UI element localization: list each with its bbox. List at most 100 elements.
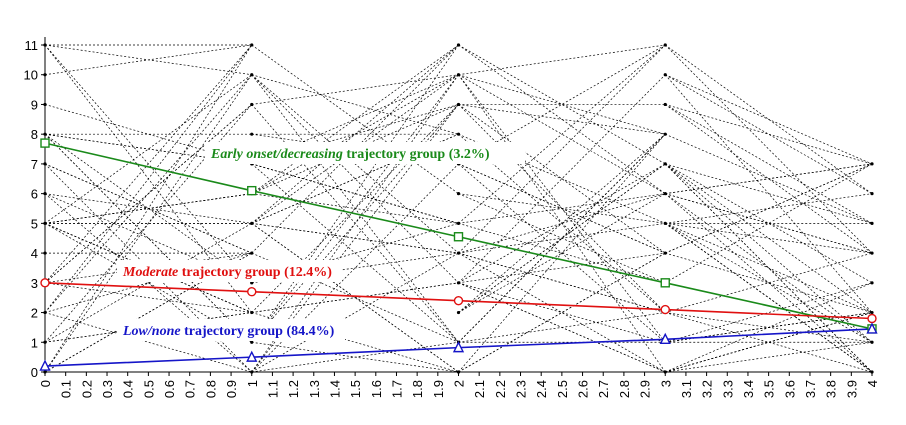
observed-point: [870, 162, 874, 166]
y-tick-label: 7: [31, 157, 38, 172]
observed-trajectory-segment: [251, 44, 459, 254]
y-tick-label: 3: [31, 276, 38, 291]
x-tick-label: 0: [38, 380, 53, 387]
observed-trajectory-segment: [458, 133, 666, 343]
x-tick-label: 2.9: [638, 380, 653, 398]
observed-point: [663, 221, 667, 225]
observed-trajectory-segment: [458, 44, 666, 224]
observed-trajectory-segment: [458, 252, 666, 313]
observed-trajectory-segment: [665, 193, 873, 254]
x-tick-label: 3.2: [700, 380, 715, 398]
x-tick-label: 2.1: [472, 380, 487, 398]
trajectory-marker: [40, 278, 50, 288]
trajectory-marker: [40, 138, 50, 148]
observed-trajectory-segment: [458, 252, 666, 284]
trajectory-marker: [866, 322, 878, 334]
trajectory-marker: [660, 278, 670, 288]
observed-trajectory-segment: [251, 341, 459, 373]
observed-point: [456, 102, 461, 107]
y-tick-label: 9: [31, 97, 38, 112]
x-tick-label: 3.6: [782, 380, 797, 398]
observed-point: [250, 132, 254, 136]
observed-point: [663, 73, 667, 77]
observed-trajectory-segment: [665, 223, 873, 254]
observed-trajectory-segment: [665, 341, 873, 373]
x-tick-label: 2.3: [514, 380, 529, 398]
y-tick-label: 6: [31, 187, 38, 202]
y-tick-label: 8: [31, 127, 38, 142]
observed-trajectory-segment: [251, 74, 459, 105]
observed-trajectory-segment: [458, 44, 666, 76]
trajectory-marker: [659, 332, 671, 344]
x-tick-label: 3.5: [762, 380, 777, 398]
observed-trajectory-segment: [665, 44, 873, 194]
x-tick-label: 2.7: [596, 380, 611, 398]
observed-trajectory-segment: [251, 44, 459, 194]
observed-trajectory-segment: [665, 74, 873, 165]
trajectory-marker: [247, 185, 257, 196]
observed-point: [456, 73, 461, 77]
observed-trajectory-segment: [458, 74, 666, 284]
trajectory-marker: [39, 359, 51, 371]
observed-point: [456, 43, 461, 47]
x-tick-label: 0.7: [183, 380, 198, 398]
observed-point: [663, 251, 667, 255]
observed-point: [663, 102, 667, 107]
observed-point: [250, 73, 254, 77]
observed-trajectory-segment: [44, 74, 252, 224]
x-tick-label: 1.7: [389, 380, 404, 398]
annotation-bg-low: [117, 319, 345, 341]
observed-point: [250, 43, 254, 47]
observed-trajectory-segment: [251, 163, 459, 343]
observed-trajectory-segment: [458, 104, 666, 313]
observed-point: [870, 340, 874, 344]
x-tick-label: 3.8: [824, 380, 839, 398]
x-tick-label: 1.6: [369, 380, 384, 398]
observed-trajectory-segment: [44, 133, 252, 343]
observed-trajectory-segment: [665, 223, 873, 313]
observed-trajectory-segment: [458, 104, 666, 135]
observed-trajectory-segment: [458, 74, 666, 343]
y-tick-label: 0: [31, 365, 38, 380]
observed-trajectory-segment: [44, 133, 252, 165]
observed-trajectory-segment: [665, 104, 873, 224]
observed-trajectory-segment: [458, 44, 666, 254]
observed-point: [250, 251, 254, 255]
observed-trajectory-segment: [458, 163, 666, 313]
trajectory-marker: [867, 313, 877, 324]
observed-point: [456, 132, 461, 136]
observed-trajectory-segment: [44, 193, 252, 373]
x-tick-label: 0.8: [203, 380, 218, 398]
x-tick-label: 2.2: [493, 380, 508, 398]
observed-point: [663, 43, 667, 47]
observed-trajectory-segment: [251, 223, 459, 373]
x-tick-label: 0.4: [121, 380, 136, 398]
x-tick-label: 4: [865, 380, 880, 387]
observed-point: [663, 192, 667, 196]
observed-trajectory-segment: [664, 74, 873, 313]
trajectory-marker: [246, 350, 258, 362]
observed-trajectory-segment: [251, 74, 459, 343]
annotation-early-onset: Early onset/decreasing trajectory group …: [210, 147, 490, 162]
x-tick-label: 0.9: [224, 380, 239, 398]
observed-point: [456, 221, 461, 225]
x-tick-label: 1.8: [410, 380, 425, 398]
x-tick-label: 3.7: [803, 380, 818, 398]
y-tick-label: 1: [31, 335, 38, 350]
x-tick-label: 1: [245, 380, 260, 387]
x-tick-label: 2.5: [555, 380, 570, 398]
y-tick-label: 10: [24, 68, 38, 83]
trajectory-marker: [453, 295, 464, 306]
y-tick-label: 2: [31, 306, 38, 321]
x-tick-label: 3.1: [679, 380, 694, 398]
x-tick-label: 0.3: [100, 380, 115, 398]
trajectory-markers: [39, 138, 878, 371]
annotation-moderate: Moderate trajectory group (12.4%): [122, 265, 332, 280]
x-tick-label: 0.5: [141, 380, 156, 398]
observed-point: [870, 281, 874, 285]
trajectory-marker: [453, 232, 464, 242]
observed-trajectory-segment: [44, 44, 253, 284]
x-tick-label: 1.3: [307, 380, 322, 398]
observed-trajectory-segment: [44, 104, 252, 284]
